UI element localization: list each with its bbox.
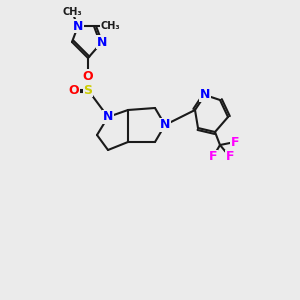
Text: N: N xyxy=(103,110,113,124)
Text: S: S xyxy=(83,83,92,97)
Text: F: F xyxy=(231,136,239,148)
Text: CH₃: CH₃ xyxy=(62,7,82,17)
Text: N: N xyxy=(200,88,210,101)
Text: F: F xyxy=(209,151,217,164)
Text: N: N xyxy=(73,20,83,32)
Text: N: N xyxy=(160,118,170,131)
Text: F: F xyxy=(226,151,234,164)
Text: O: O xyxy=(83,70,93,83)
Text: O: O xyxy=(69,83,79,97)
Text: CH₃: CH₃ xyxy=(100,21,120,31)
Text: N: N xyxy=(97,35,107,49)
